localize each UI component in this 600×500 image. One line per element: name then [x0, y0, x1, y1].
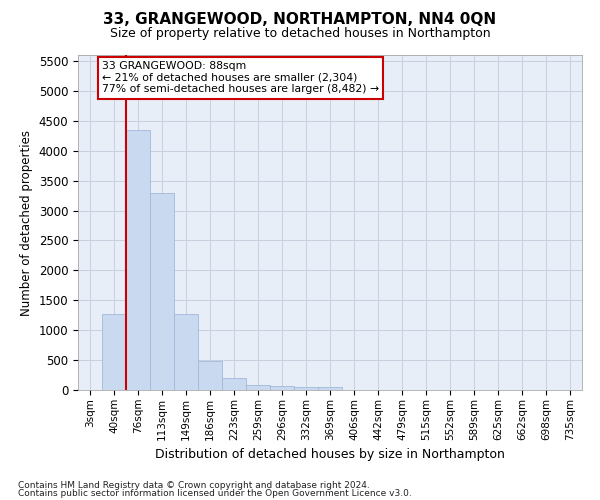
X-axis label: Distribution of detached houses by size in Northampton: Distribution of detached houses by size … — [155, 448, 505, 461]
Text: 33 GRANGEWOOD: 88sqm
← 21% of detached houses are smaller (2,304)
77% of semi-de: 33 GRANGEWOOD: 88sqm ← 21% of detached h… — [102, 61, 379, 94]
Bar — [198, 362, 222, 390]
Y-axis label: Number of detached properties: Number of detached properties — [20, 130, 33, 316]
Bar — [246, 384, 270, 390]
Bar — [102, 314, 126, 390]
Bar — [270, 386, 294, 390]
Text: Size of property relative to detached houses in Northampton: Size of property relative to detached ho… — [110, 28, 490, 40]
Bar — [126, 130, 150, 390]
Text: Contains HM Land Registry data © Crown copyright and database right 2024.: Contains HM Land Registry data © Crown c… — [18, 481, 370, 490]
Bar — [222, 378, 246, 390]
Text: Contains public sector information licensed under the Open Government Licence v3: Contains public sector information licen… — [18, 488, 412, 498]
Bar — [294, 387, 318, 390]
Bar — [174, 314, 198, 390]
Bar — [150, 192, 174, 390]
Text: 33, GRANGEWOOD, NORTHAMPTON, NN4 0QN: 33, GRANGEWOOD, NORTHAMPTON, NN4 0QN — [103, 12, 497, 28]
Bar — [318, 387, 342, 390]
